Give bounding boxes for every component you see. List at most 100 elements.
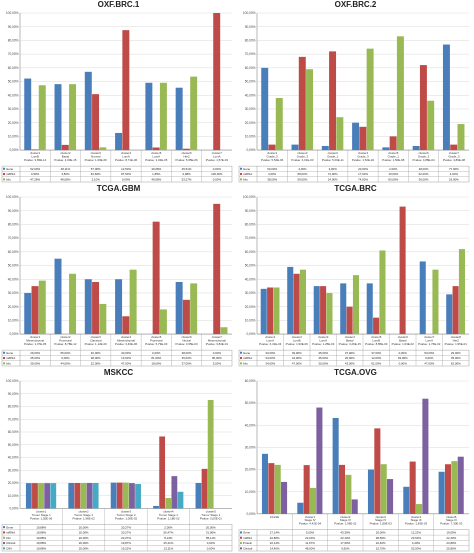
y-tick-label: 20,00% <box>245 121 256 125</box>
bar <box>261 67 269 151</box>
bar <box>84 71 92 151</box>
bar <box>310 487 317 514</box>
y-tick-label: 80,00% <box>8 39 19 43</box>
bar <box>74 483 81 509</box>
data-table-cell: 39,00% <box>30 361 40 365</box>
chart-title: TCGA.BRC <box>334 184 377 193</box>
data-table-cell: 49,08% <box>151 167 161 171</box>
y-tick-label: 40,00% <box>8 93 19 97</box>
bar <box>336 117 344 151</box>
legend-entry: Info <box>243 361 248 365</box>
data-table-cell: 2,00% <box>389 167 398 171</box>
data-table-cell: 20,00% <box>79 525 89 529</box>
category-label: cluster6 <box>398 335 409 339</box>
data-table-cell: 60,00% <box>267 167 277 171</box>
data-table-border <box>1 165 233 183</box>
data-table-cell: 19,88% <box>36 546 46 550</box>
category-label: cluster3 <box>318 335 329 339</box>
y-tick-label: 80,00% <box>8 405 19 409</box>
legend-entry: Info <box>6 536 11 540</box>
bar <box>122 482 129 509</box>
bar-chart-tcga-brc: 0,00% 10,00% 20,00% 30,00% 40,00% 50,00% 60,00… <box>238 195 470 367</box>
data-table-cell: 68,00% <box>298 172 308 176</box>
data-table-cell: 45,51% <box>182 167 192 171</box>
bar <box>457 124 465 151</box>
y-tick-label: 50,00% <box>245 80 256 84</box>
data-table-cell: 47,28% <box>30 177 40 181</box>
bar <box>116 482 123 509</box>
y-tick-label: 60,00% <box>245 379 256 383</box>
bar <box>451 461 458 514</box>
data-table-cell: 22,10% <box>340 536 350 540</box>
data-table-cell: 34,00% <box>265 356 275 360</box>
bar <box>419 65 427 151</box>
category-label: Normal <box>91 155 101 159</box>
data-table-cell: 1,85% <box>152 172 161 176</box>
legend-swatch <box>3 531 5 534</box>
category-label: LumA <box>153 155 161 159</box>
category-label: Pvalue: 4,89E-08 <box>443 158 466 162</box>
category-label: cluster5 <box>388 151 399 155</box>
bar <box>165 498 172 509</box>
legend-entry: Info <box>6 361 11 365</box>
data-table-cell: 19,00% <box>446 531 456 535</box>
data-table-cell: 49,00% <box>292 351 302 355</box>
data-table-cell: 19,88% <box>36 525 46 529</box>
bar <box>293 273 300 335</box>
category-label: cluster7 <box>212 151 223 155</box>
y-tick-label: 30,00% <box>8 291 19 295</box>
panel-tcga-brc: TCGA.BRC 0,00% 10,00% 20,00% 30,00% 40,00% 50… <box>237 184 474 368</box>
bar <box>129 483 135 509</box>
bar <box>260 288 267 335</box>
data-table-cell: 36,00% <box>419 177 429 181</box>
bar <box>366 48 374 151</box>
legend-swatch <box>240 167 242 170</box>
legend-entry: Gene <box>6 167 13 171</box>
bar <box>110 482 117 509</box>
data-table-cell: 44,00% <box>61 361 71 365</box>
data-table-cell: 0,50% <box>31 172 40 176</box>
data-table-cell: 57,06% <box>91 167 101 171</box>
category-label: cluster5 <box>446 515 457 519</box>
bar <box>115 132 123 151</box>
bar <box>320 286 327 335</box>
y-tick-label: 50,00% <box>8 443 19 447</box>
data-table-cell: 25,80% <box>446 546 456 550</box>
y-tick-label: 20,00% <box>245 468 256 472</box>
bar <box>152 221 160 335</box>
data-table-cell: 48,00% <box>305 546 315 550</box>
category-label: Pvalue: 1,95E-01 <box>445 342 468 346</box>
data-table-cell: 20,00% <box>345 356 355 360</box>
panel-oxf-brc-2: OXF.BRC.2 0,00% 10,00% 20,00% 30,00% 40,00% 5… <box>237 0 474 184</box>
data-table-cell: 22,14% <box>270 541 280 545</box>
bar <box>201 468 208 509</box>
data-table-cell: 20,00% <box>206 525 216 529</box>
y-tick-label: 60,00% <box>8 66 19 70</box>
legend-swatch <box>3 536 5 539</box>
legend-entry: Gene <box>243 531 250 535</box>
data-table-cell: 2,10% <box>92 177 101 181</box>
bar <box>452 286 459 335</box>
bar <box>159 309 167 335</box>
bar <box>306 69 314 151</box>
legend-entry: Protein <box>243 541 253 545</box>
data-table-cell: 12,50% <box>121 167 131 171</box>
data-table-cell: 95,00% <box>212 356 222 360</box>
category-label: Tumor Stage 1 <box>74 513 93 517</box>
bar <box>68 483 75 509</box>
legend-entry: miRNA <box>243 536 252 540</box>
bar <box>338 464 346 514</box>
bar <box>403 486 410 514</box>
legend-entry: Clinical <box>243 546 253 550</box>
data-table-cell: 19,88% <box>36 531 46 535</box>
bar <box>24 292 32 335</box>
bar <box>326 292 333 335</box>
category-label: Mesenchymal <box>26 339 44 343</box>
bar <box>61 144 69 151</box>
bar <box>213 203 221 335</box>
legend-entry: CNV <box>6 546 12 550</box>
bar <box>84 279 92 335</box>
bar <box>352 275 359 335</box>
category-label: Pvalue: 4,01E-03 <box>291 158 314 162</box>
category-label: Basal <box>346 339 354 343</box>
